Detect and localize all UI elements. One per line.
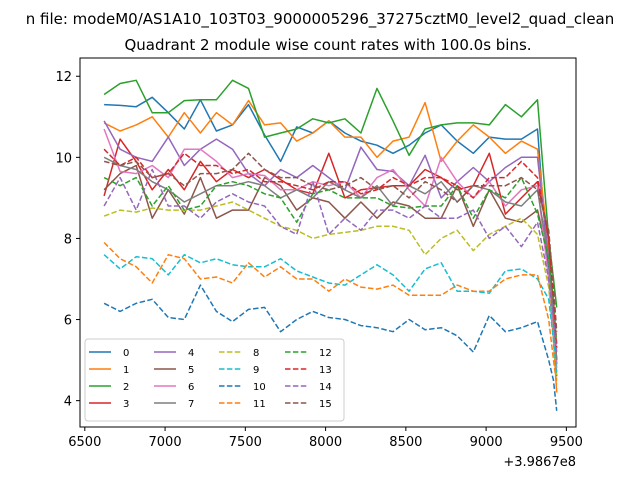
y-tick-label: 12 (55, 70, 72, 85)
legend-label-1: 1 (123, 365, 129, 376)
legend-label-15: 15 (319, 399, 332, 410)
legend-label-9: 9 (253, 365, 259, 376)
x-tick-label: 9000 (470, 435, 503, 450)
series-line-6 (103, 128, 558, 369)
legend-label-2: 2 (123, 382, 129, 393)
legend-label-12: 12 (319, 348, 332, 359)
legend-label-3: 3 (123, 399, 129, 410)
legend-label-5: 5 (188, 365, 194, 376)
x-axis: 6500 7000 7500 8000 8500 9000 9500 (68, 427, 583, 450)
series-line-14 (103, 168, 558, 353)
series-line-10 (103, 284, 558, 411)
legend-label-0: 0 (123, 348, 129, 359)
y-tick-label: 8 (64, 232, 72, 247)
series-line-12 (103, 176, 558, 344)
legend-label-6: 6 (188, 382, 194, 393)
series-line-0 (104, 96, 558, 377)
y-tick-label: 4 (64, 395, 72, 410)
series-line-1 (103, 99, 558, 393)
y-tick-label: 6 (64, 314, 72, 329)
x-tick-label: 9500 (550, 435, 583, 450)
plot-frame (79, 57, 577, 428)
legend-label-14: 14 (319, 382, 332, 393)
series-line-5 (103, 164, 558, 365)
x-tick-label: 8500 (389, 435, 422, 450)
x-tick-label: 7000 (149, 435, 182, 450)
chart-title: Quadrant 2 module wise count rates with … (124, 36, 531, 54)
legend-label-13: 13 (319, 365, 332, 376)
series-line-9 (103, 253, 558, 373)
x-tick-label: 6500 (68, 435, 101, 450)
series-line-11 (103, 241, 558, 385)
chart-suptitle: n file: modeM0/AS1A10_103T03_9000005296_… (26, 10, 615, 29)
series-line-3 (103, 138, 558, 361)
legend-label-10: 10 (253, 382, 266, 393)
x-tick-label: 7500 (229, 435, 262, 450)
legend-label-4: 4 (188, 348, 194, 359)
series-line-15 (103, 152, 558, 332)
series-layer (103, 79, 558, 411)
series-line-2 (103, 79, 558, 308)
legend-label-7: 7 (188, 399, 194, 410)
legend-label-8: 8 (253, 348, 259, 359)
x-tick-label: 8000 (309, 435, 342, 450)
y-axis: 4 6 8 10 12 (55, 70, 80, 410)
legend-box (84, 338, 345, 422)
legend-label-11: 11 (253, 399, 266, 410)
y-tick-label: 10 (55, 151, 72, 166)
series-line-7 (103, 156, 558, 361)
x-offset-label: +3.9867e8 (503, 455, 576, 470)
